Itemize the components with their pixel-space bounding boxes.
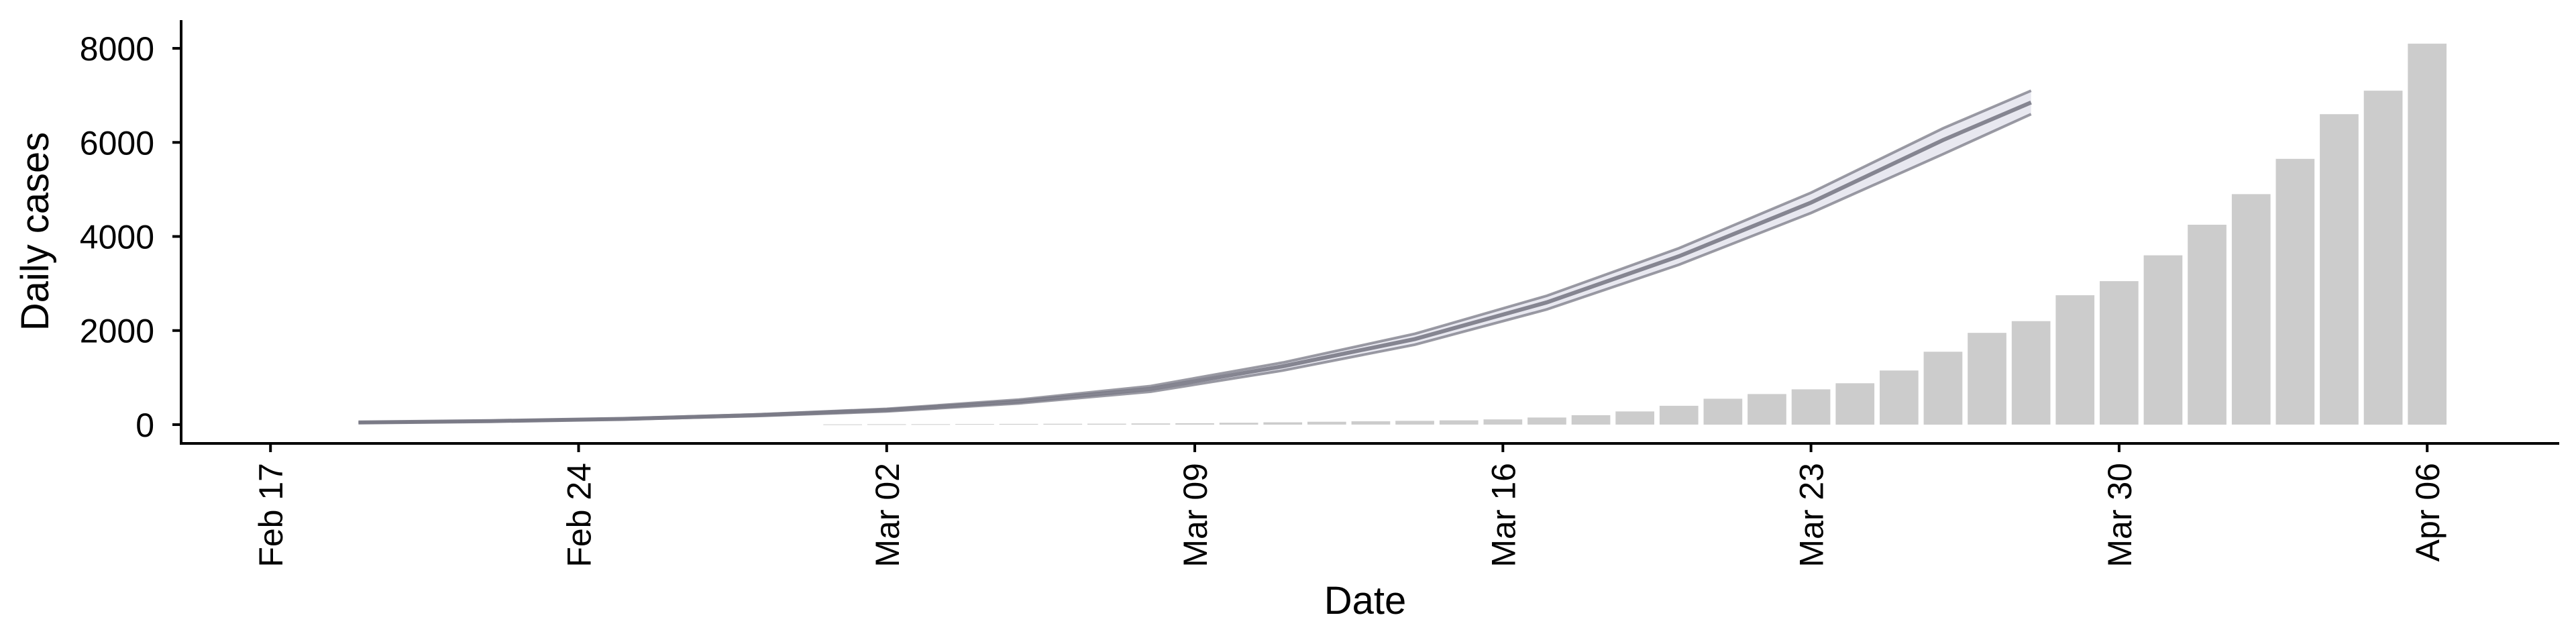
y-tick-label: 2000 [80,313,154,350]
bar [2143,255,2183,425]
x-tick-label: Mar 16 [1485,463,1522,568]
bar [2320,114,2359,425]
bar [2055,295,2095,425]
bar [1880,370,1919,425]
bar [1791,389,1831,425]
bar [999,423,1038,425]
x-tick-label: Mar 09 [1177,463,1214,568]
y-tick-label: 6000 [80,124,154,162]
bar [1923,352,1963,425]
x-axis-title: Date [1324,579,1407,623]
bar [1968,333,2006,425]
x-axis-ticks: Feb 17 Feb 24 Mar 02 Mar 09 Mar 16 Mar 23 Mar … [252,443,2447,568]
bar [1659,405,1699,425]
bar [1395,421,1434,425]
x-tick-label: Mar 02 [869,463,906,568]
bar [1043,423,1083,425]
bar [1219,423,1258,425]
y-axis-ticks: 0 2000 4000 6000 8000 [80,30,181,444]
bar [1615,411,1654,425]
bar [911,424,951,425]
x-tick-label: Apr 06 [2409,463,2447,561]
projection-line [358,100,2032,425]
projection-line [358,89,2032,424]
curves-layer [358,89,2032,425]
bar [1703,398,1743,425]
x-tick-label: Feb 17 [252,463,290,568]
bar [1835,383,1875,425]
bar [2363,91,2403,425]
bar [1571,415,1611,425]
bar [2100,281,2139,425]
projection-band [358,91,2031,423]
bar [2231,194,2271,425]
bar [2188,225,2226,425]
y-tick-label: 8000 [80,30,154,68]
bar [1307,421,1346,425]
bar [2275,158,2315,425]
x-tick-label: Feb 24 [561,463,598,568]
bar [1175,423,1214,425]
projection-line [358,113,2032,425]
bar [1483,419,1523,425]
x-tick-label: Mar 23 [1793,463,1831,568]
bar [867,424,906,425]
y-tick-label: 0 [136,407,154,444]
bar [1131,423,1171,425]
y-axis-title: Daily cases [13,132,57,331]
bar [1263,422,1303,425]
bar [955,424,994,425]
bar [2408,44,2447,425]
bar [1748,394,1786,425]
bars-layer [823,44,2447,425]
bar [1087,423,1126,425]
bar [2011,321,2051,425]
bar [1439,420,1479,425]
bar [1351,421,1391,425]
x-tick-label: Mar 30 [2101,463,2139,568]
y-tick-label: 4000 [80,219,154,256]
bar [1527,417,1566,425]
